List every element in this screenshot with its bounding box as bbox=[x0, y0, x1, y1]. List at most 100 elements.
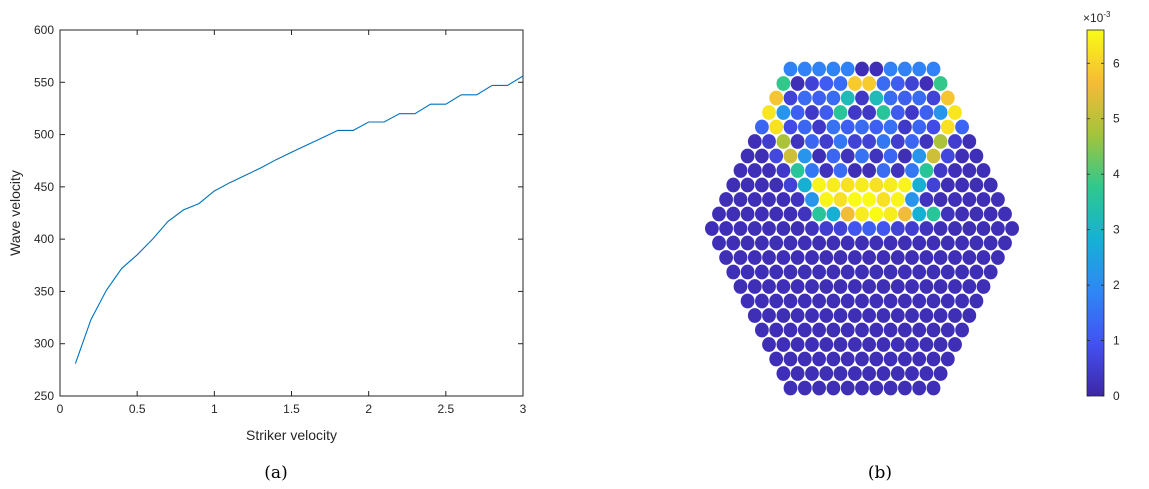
particle-disc bbox=[812, 235, 826, 251]
particle-disc bbox=[790, 163, 805, 178]
y-tick-label: 350 bbox=[34, 284, 54, 298]
particle-disc bbox=[933, 163, 948, 178]
particle-disc bbox=[933, 308, 948, 323]
particle-disc bbox=[783, 119, 798, 135]
particle-disc bbox=[747, 192, 762, 207]
y-tick-label: 400 bbox=[34, 232, 54, 246]
particle-disc bbox=[733, 163, 748, 178]
particle-disc bbox=[740, 235, 755, 251]
particle-disc bbox=[848, 221, 862, 236]
particle-disc bbox=[855, 177, 869, 193]
particle-disc bbox=[948, 105, 962, 120]
y-tick-label: 600 bbox=[34, 23, 54, 37]
particle-disc bbox=[740, 177, 755, 193]
particle-disc bbox=[769, 148, 784, 164]
particle-disc bbox=[747, 250, 762, 265]
particle-disc bbox=[790, 308, 805, 323]
particle-disc bbox=[869, 206, 884, 222]
colorbar bbox=[1086, 29, 1105, 397]
particle-disc bbox=[755, 293, 769, 309]
colorbar-exponent-power: -3 bbox=[1103, 10, 1111, 19]
particle-disc bbox=[769, 293, 784, 309]
particle-disc bbox=[955, 148, 969, 164]
particle-disc bbox=[926, 206, 941, 222]
particle-disc bbox=[912, 206, 927, 222]
particle-disc bbox=[976, 250, 991, 265]
particle-disc bbox=[783, 322, 798, 338]
colorbar-tick-label: 5 bbox=[1113, 112, 1120, 126]
particle-disc bbox=[883, 177, 898, 193]
particle-disc bbox=[869, 380, 884, 396]
particle-disc bbox=[819, 76, 834, 91]
particle-disc bbox=[797, 148, 812, 164]
particle-disc bbox=[983, 177, 998, 193]
particle-disc bbox=[819, 337, 834, 352]
particle-disc bbox=[962, 134, 977, 149]
particle-disc bbox=[912, 61, 927, 77]
particle-disc bbox=[933, 76, 948, 91]
particle-disc bbox=[733, 279, 748, 294]
particle-disc bbox=[898, 235, 912, 251]
colorbar-tick-label: 3 bbox=[1113, 223, 1120, 237]
x-tick-label: 1.5 bbox=[283, 402, 300, 416]
particle-disc bbox=[948, 250, 962, 265]
particle-disc bbox=[948, 134, 962, 149]
particle-disc bbox=[948, 221, 962, 236]
particle-disc bbox=[840, 90, 855, 106]
particle-disc bbox=[769, 119, 784, 135]
particle-disc bbox=[826, 177, 841, 193]
line-chart-panel: 0 0.5 1 1.5 2 2.5 3 250 300 350 400 450 500 550 600 S… bbox=[7, 23, 527, 483]
particle-disc bbox=[890, 337, 905, 352]
particle-disc bbox=[883, 264, 898, 280]
particle-disc bbox=[848, 163, 862, 178]
particle-disc bbox=[883, 322, 898, 338]
particle-disc bbox=[898, 293, 912, 309]
particle-disc bbox=[905, 337, 919, 352]
particle-disc bbox=[740, 264, 755, 280]
particle-disc bbox=[905, 221, 919, 236]
particle-disc bbox=[926, 90, 941, 106]
particle-disc bbox=[719, 221, 733, 236]
particle-disc bbox=[883, 206, 898, 222]
particle-disc bbox=[876, 105, 891, 120]
particle-disc bbox=[805, 76, 819, 91]
particle-disc bbox=[747, 163, 762, 178]
particle-disc bbox=[912, 264, 927, 280]
particle-disc bbox=[983, 235, 998, 251]
particle-disc bbox=[912, 380, 927, 396]
colorbar-ticks: 0 1 2 3 4 5 6 bbox=[1087, 56, 1120, 403]
particle-disc bbox=[933, 221, 948, 236]
particle-disc bbox=[855, 148, 869, 164]
particle-disc bbox=[805, 163, 819, 178]
particle-disc bbox=[762, 105, 776, 120]
particle-disc bbox=[890, 105, 905, 120]
particle-disc bbox=[826, 61, 841, 77]
particle-disc bbox=[819, 366, 834, 381]
particle-disc bbox=[805, 192, 819, 207]
particle-disc bbox=[869, 148, 884, 164]
colorbar-exponent: ×10-3 bbox=[1083, 10, 1111, 25]
particle-disc bbox=[869, 264, 884, 280]
particle-disc bbox=[919, 366, 934, 381]
particle-disc bbox=[812, 206, 826, 222]
particle-disc bbox=[805, 308, 819, 323]
particle-disc bbox=[933, 192, 948, 207]
particle-disc bbox=[955, 235, 969, 251]
particle-disc bbox=[840, 119, 855, 135]
particle-disc bbox=[840, 351, 855, 367]
particle-disc bbox=[755, 177, 769, 193]
particle-disc bbox=[769, 177, 784, 193]
plot-frame bbox=[59, 29, 524, 397]
particle-disc bbox=[705, 221, 719, 236]
particle-disc bbox=[948, 308, 962, 323]
particle-disc bbox=[733, 221, 748, 236]
particle-disc bbox=[969, 177, 984, 193]
particle-disc bbox=[948, 337, 962, 352]
particle-disc bbox=[955, 206, 969, 222]
particle-disc bbox=[926, 61, 941, 77]
particle-disc bbox=[1005, 221, 1019, 236]
particle-disc bbox=[840, 264, 855, 280]
particle-disc bbox=[919, 163, 934, 178]
particle-disc bbox=[826, 322, 841, 338]
particle-disc bbox=[898, 264, 912, 280]
